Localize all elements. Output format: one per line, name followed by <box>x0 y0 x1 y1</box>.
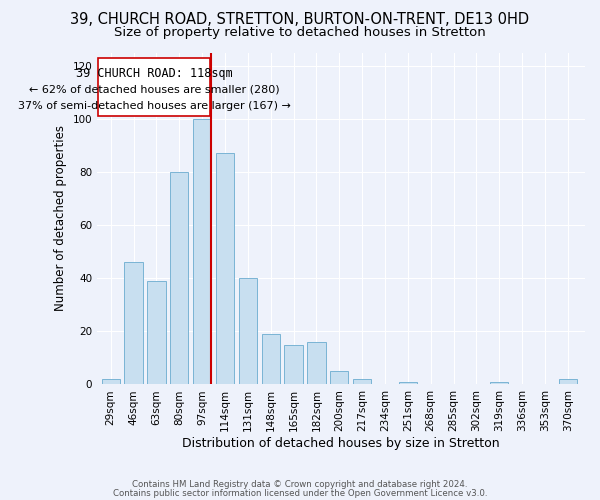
Bar <box>170 172 188 384</box>
Text: ← 62% of detached houses are smaller (280): ← 62% of detached houses are smaller (28… <box>29 84 280 94</box>
Bar <box>262 334 280 384</box>
Text: Size of property relative to detached houses in Stretton: Size of property relative to detached ho… <box>114 26 486 39</box>
FancyBboxPatch shape <box>98 58 210 116</box>
Bar <box>147 281 166 384</box>
Text: Contains public sector information licensed under the Open Government Licence v3: Contains public sector information licen… <box>113 488 487 498</box>
Bar <box>490 382 508 384</box>
X-axis label: Distribution of detached houses by size in Stretton: Distribution of detached houses by size … <box>182 437 500 450</box>
Bar <box>353 379 371 384</box>
Bar <box>216 154 234 384</box>
Bar <box>307 342 326 384</box>
Text: Contains HM Land Registry data © Crown copyright and database right 2024.: Contains HM Land Registry data © Crown c… <box>132 480 468 489</box>
Bar <box>330 371 349 384</box>
Bar <box>559 379 577 384</box>
Bar <box>399 382 417 384</box>
Bar <box>239 278 257 384</box>
Text: 39, CHURCH ROAD, STRETTON, BURTON-ON-TRENT, DE13 0HD: 39, CHURCH ROAD, STRETTON, BURTON-ON-TRE… <box>70 12 530 28</box>
Bar <box>101 379 120 384</box>
Bar <box>284 344 303 385</box>
Text: 37% of semi-detached houses are larger (167) →: 37% of semi-detached houses are larger (… <box>17 100 290 110</box>
Text: 39 CHURCH ROAD: 118sqm: 39 CHURCH ROAD: 118sqm <box>76 67 233 80</box>
Bar <box>193 119 211 384</box>
Bar <box>124 262 143 384</box>
Y-axis label: Number of detached properties: Number of detached properties <box>54 126 67 312</box>
